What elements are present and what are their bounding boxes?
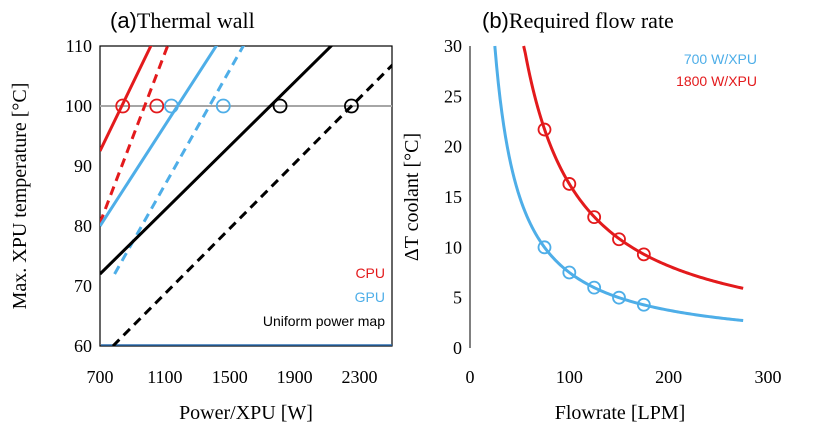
chart-a-ylabel: Max. XPU temperature [°C] xyxy=(9,83,31,310)
data-point-marker xyxy=(636,297,651,312)
chart-a-title: (a)Thermal wall xyxy=(110,8,255,33)
legend-entry: Uniform power map xyxy=(263,313,385,329)
data-point-marker xyxy=(149,98,165,114)
legend-entry: CPU xyxy=(355,265,385,281)
series-curve-700-w-xpu xyxy=(493,45,744,323)
chart-a-tick-group: 700 1100 1500 1900 2300 60 70 80 90 100 110 xyxy=(65,36,378,387)
x-tick-label: 300 xyxy=(755,367,782,387)
data-point-marker xyxy=(636,247,651,262)
x-tick-label: 0 xyxy=(466,367,475,387)
chart-a-plot-frame xyxy=(99,45,393,347)
chart-b-ylabel: ΔT coolant [°C] xyxy=(401,133,423,261)
chart-b-series-group xyxy=(493,45,744,323)
data-point-marker xyxy=(115,98,131,114)
chart-a-marker-group xyxy=(115,98,359,114)
legend-entry: 1800 W/XPU xyxy=(676,73,757,89)
chart-b-tick-group: 0 100 200 300 0 5 10 15 20 25 30 xyxy=(444,36,782,387)
series-line-cpu-dashed xyxy=(100,46,170,224)
series-line-uniform-power-map-dashed xyxy=(111,63,392,346)
x-tick-label: 1100 xyxy=(147,367,182,387)
y-tick-label: 80 xyxy=(74,216,92,236)
series-line-cpu-solid xyxy=(100,46,153,152)
x-tick-label: 700 xyxy=(87,367,114,387)
y-tick-label: 70 xyxy=(74,276,92,296)
data-point-marker xyxy=(587,280,602,295)
chart-b-title-text: Required flow rate xyxy=(509,8,674,33)
chart-required-flow-rate: (b)Required flow rate 0 100 200 300 0 5 10 15 20… xyxy=(401,8,782,424)
data-point-marker xyxy=(537,240,552,255)
chart-b-panel-label: (b) xyxy=(482,8,509,33)
y-tick-label: 60 xyxy=(74,336,92,356)
x-tick-label: 1900 xyxy=(277,367,313,387)
data-point-marker xyxy=(272,98,288,114)
y-tick-label: 20 xyxy=(444,137,462,157)
series-line-uniform-power-map-solid xyxy=(100,46,334,276)
x-tick-label: 2300 xyxy=(342,367,378,387)
y-tick-label: 25 xyxy=(444,86,462,106)
data-point-marker xyxy=(562,177,577,191)
data-point-marker xyxy=(344,98,359,114)
chart-b-legend: 700 W/XPU 1800 W/XPU xyxy=(676,51,757,89)
chart-a-legend: CPU GPU Uniform power map xyxy=(263,265,385,329)
data-point-marker xyxy=(587,210,602,225)
chart-thermal-wall: (a)Thermal wall 700 1100 1500 1900 2300 60 70 8… xyxy=(9,8,393,424)
data-point-marker xyxy=(163,98,179,114)
chart-b-marker-group xyxy=(537,122,651,312)
series-line-gpu-solid xyxy=(100,46,218,227)
chart-b-title: (b)Required flow rate xyxy=(482,8,674,33)
y-tick-label: 110 xyxy=(66,36,92,56)
y-tick-label: 30 xyxy=(444,36,462,56)
y-tick-label: 0 xyxy=(453,338,462,358)
y-tick-label: 5 xyxy=(453,288,462,308)
data-point-marker xyxy=(612,232,626,247)
chart-a-panel-label: (a) xyxy=(110,8,137,33)
chart-b-xlabel: Flowrate [LPM] xyxy=(555,402,686,424)
data-point-marker xyxy=(215,98,231,114)
series-line-gpu-dashed xyxy=(113,46,245,275)
y-tick-label: 15 xyxy=(444,187,462,207)
chart-a-title-text: Thermal wall xyxy=(137,8,255,33)
data-point-marker xyxy=(612,290,626,305)
y-tick-label: 10 xyxy=(444,237,462,257)
x-tick-label: 100 xyxy=(556,367,583,387)
chart-a-series-group xyxy=(100,46,392,346)
data-point-marker xyxy=(537,122,552,137)
legend-entry: GPU xyxy=(355,289,385,305)
chart-a-xlabel: Power/XPU [W] xyxy=(179,402,313,424)
x-tick-label: 1500 xyxy=(212,367,248,387)
y-tick-label: 100 xyxy=(65,96,92,116)
data-point-marker xyxy=(562,265,577,280)
x-tick-label: 200 xyxy=(655,367,682,387)
legend-entry: 700 W/XPU xyxy=(684,51,757,67)
series-curve-1800-w-xpu xyxy=(522,45,744,290)
y-tick-label: 90 xyxy=(74,156,92,176)
